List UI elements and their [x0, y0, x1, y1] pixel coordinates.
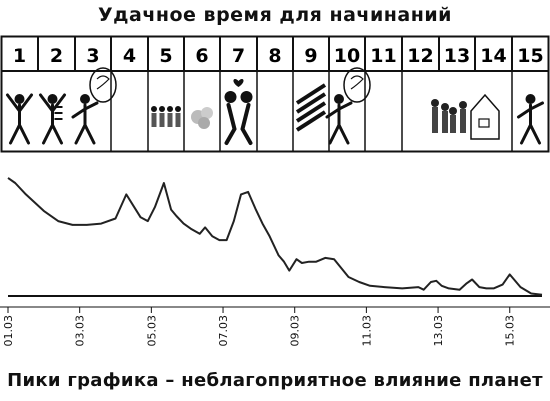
day-number-8: 8: [268, 45, 281, 67]
day-number-5: 5: [159, 45, 172, 67]
day-number-14: 14: [480, 45, 506, 67]
x-tick-label: 09.03: [289, 315, 302, 347]
smoke-cloud-icon: [191, 107, 213, 129]
x-tick-label: 13.03: [432, 315, 445, 347]
diagonal-stripes-icon: [295, 83, 327, 132]
kissing-couple-icon: [224, 78, 253, 145]
day-number-6: 6: [195, 45, 208, 67]
family-house-icon: [431, 93, 500, 140]
page-title: Удачное время для начинаний: [98, 4, 452, 26]
x-tick-label: 07.03: [217, 315, 230, 347]
x-tick-label: 05.03: [145, 315, 158, 347]
day-number-12: 12: [407, 45, 433, 67]
day-grid: 1 2 3 4 5 6 7 8 9 10 11 12 13 14 15: [0, 35, 550, 153]
thinking-figure-icon: [71, 67, 117, 145]
day-number-10: 10: [334, 45, 360, 67]
day-number-13: 13: [444, 45, 470, 67]
day-number-4: 4: [123, 45, 136, 67]
day-number-2: 2: [50, 45, 63, 67]
day-number-9: 9: [304, 45, 317, 67]
waving-figure-icon: [517, 94, 544, 145]
chart-caption: Пики графика – неблагоприятное влияние п…: [7, 370, 543, 391]
dancing-couple-icon: [39, 93, 66, 145]
dancing-figure-icon: [6, 93, 33, 145]
x-tick-label: 01.03: [2, 315, 15, 347]
influence-chart: 01.03 03.03 05.03 07.03 09.03 11.03 13.03 15.03: [0, 177, 550, 347]
day-number-15: 15: [517, 45, 543, 67]
day-number-3: 3: [86, 45, 99, 67]
thinking-figure-icon: [325, 67, 371, 145]
x-tick-label: 11.03: [360, 315, 373, 347]
day-number-7: 7: [232, 45, 245, 67]
day-number-1: 1: [13, 45, 26, 67]
day-number-11: 11: [370, 45, 396, 67]
x-tick-label: 03.03: [74, 315, 87, 347]
x-tick-label: 15.03: [504, 315, 517, 347]
series-line: [7, 177, 543, 296]
crowd-icon: [151, 106, 181, 127]
